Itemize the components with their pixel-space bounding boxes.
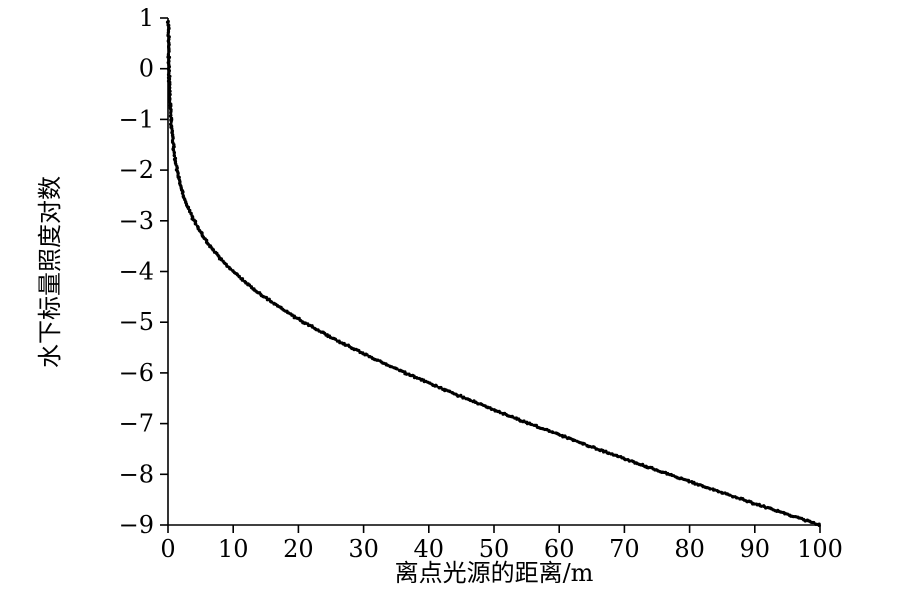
y-tick-label: −1	[119, 105, 154, 133]
y-tick-label: 0	[139, 55, 154, 83]
data-point-marker	[172, 151, 176, 155]
data-point-marker	[594, 447, 599, 451]
data-point-marker	[456, 394, 460, 398]
data-point-marker	[365, 353, 369, 357]
data-point-marker	[180, 191, 184, 195]
data-point-marker	[563, 435, 568, 439]
data-point-marker	[728, 493, 732, 497]
data-point-marker	[717, 490, 721, 494]
data-point-marker	[518, 419, 523, 423]
data-point-marker	[270, 300, 274, 304]
y-tick-label: −8	[119, 460, 154, 488]
data-point-marker	[448, 389, 452, 394]
data-point-marker	[462, 395, 466, 399]
x-tick-label: 10	[218, 535, 249, 563]
data-point-marker	[623, 458, 628, 462]
data-point-marker	[167, 23, 171, 27]
x-axis-label: 离点光源的距离/m	[395, 559, 594, 587]
y-tick-label: −4	[119, 258, 154, 286]
x-tick-label: 70	[609, 535, 640, 563]
x-tick-label: 20	[283, 535, 314, 563]
data-point-marker	[434, 384, 438, 388]
data-point-marker	[167, 35, 171, 39]
data-point-marker	[486, 406, 490, 410]
data-point-marker	[194, 222, 198, 226]
data-point-marker	[206, 242, 210, 246]
data-point-marker	[170, 126, 174, 131]
data-point-marker	[687, 480, 691, 484]
data-point-marker	[167, 69, 171, 73]
data-point-marker	[240, 278, 244, 282]
data-curve-path	[167, 21, 821, 527]
data-point-marker	[167, 55, 172, 60]
y-tick-label: −2	[119, 156, 154, 184]
data-point-marker	[169, 119, 173, 124]
axis-ticks: 0 10 20 30 40 50 60 70 80 90 10010−1−2−3−4−5−6−7−8…	[119, 4, 843, 563]
y-tick-label: −6	[119, 359, 154, 387]
data-point-marker	[558, 433, 562, 437]
data-point-marker	[459, 394, 463, 398]
data-point-marker	[582, 442, 587, 446]
data-point-marker	[344, 343, 348, 347]
x-tick-label: 60	[544, 535, 575, 563]
x-tick-label: 50	[479, 535, 510, 563]
data-point-marker	[229, 267, 233, 271]
data-point-marker	[817, 523, 821, 528]
data-point-marker	[498, 411, 502, 415]
data-point-marker	[617, 455, 621, 459]
data-curve	[165, 19, 821, 528]
data-point-marker	[607, 451, 611, 455]
data-point-marker	[547, 429, 551, 433]
data-point-marker	[361, 351, 365, 355]
y-tick-label: −3	[119, 207, 154, 235]
x-tick-label: 30	[348, 535, 379, 563]
x-tick-label: 90	[740, 535, 771, 563]
data-point-marker	[165, 20, 170, 24]
data-point-marker	[708, 487, 712, 491]
data-point-marker	[169, 111, 173, 115]
data-point-marker	[405, 372, 409, 376]
data-point-marker	[172, 154, 176, 158]
data-point-marker	[171, 148, 176, 152]
y-tick-label: 1	[139, 4, 154, 32]
data-point-marker	[812, 520, 816, 525]
x-tick-label: 80	[674, 535, 705, 563]
y-tick-label: −7	[119, 410, 154, 438]
data-point-marker	[468, 398, 472, 403]
data-point-marker	[551, 430, 555, 435]
x-tick-label: 100	[797, 535, 843, 563]
data-point-marker	[735, 496, 739, 500]
data-point-marker	[627, 459, 632, 463]
y-tick-label: −5	[119, 308, 154, 336]
data-point-marker	[752, 502, 756, 506]
y-tick-label: −9	[119, 511, 154, 539]
data-point-marker	[168, 92, 172, 97]
y-axis-label: 水下标量照度对数	[36, 176, 64, 368]
data-point-marker	[167, 49, 171, 54]
data-point-marker	[395, 367, 399, 371]
x-tick-label: 0	[160, 535, 175, 563]
data-point-marker	[168, 89, 172, 93]
x-tick-label: 40	[414, 535, 445, 563]
